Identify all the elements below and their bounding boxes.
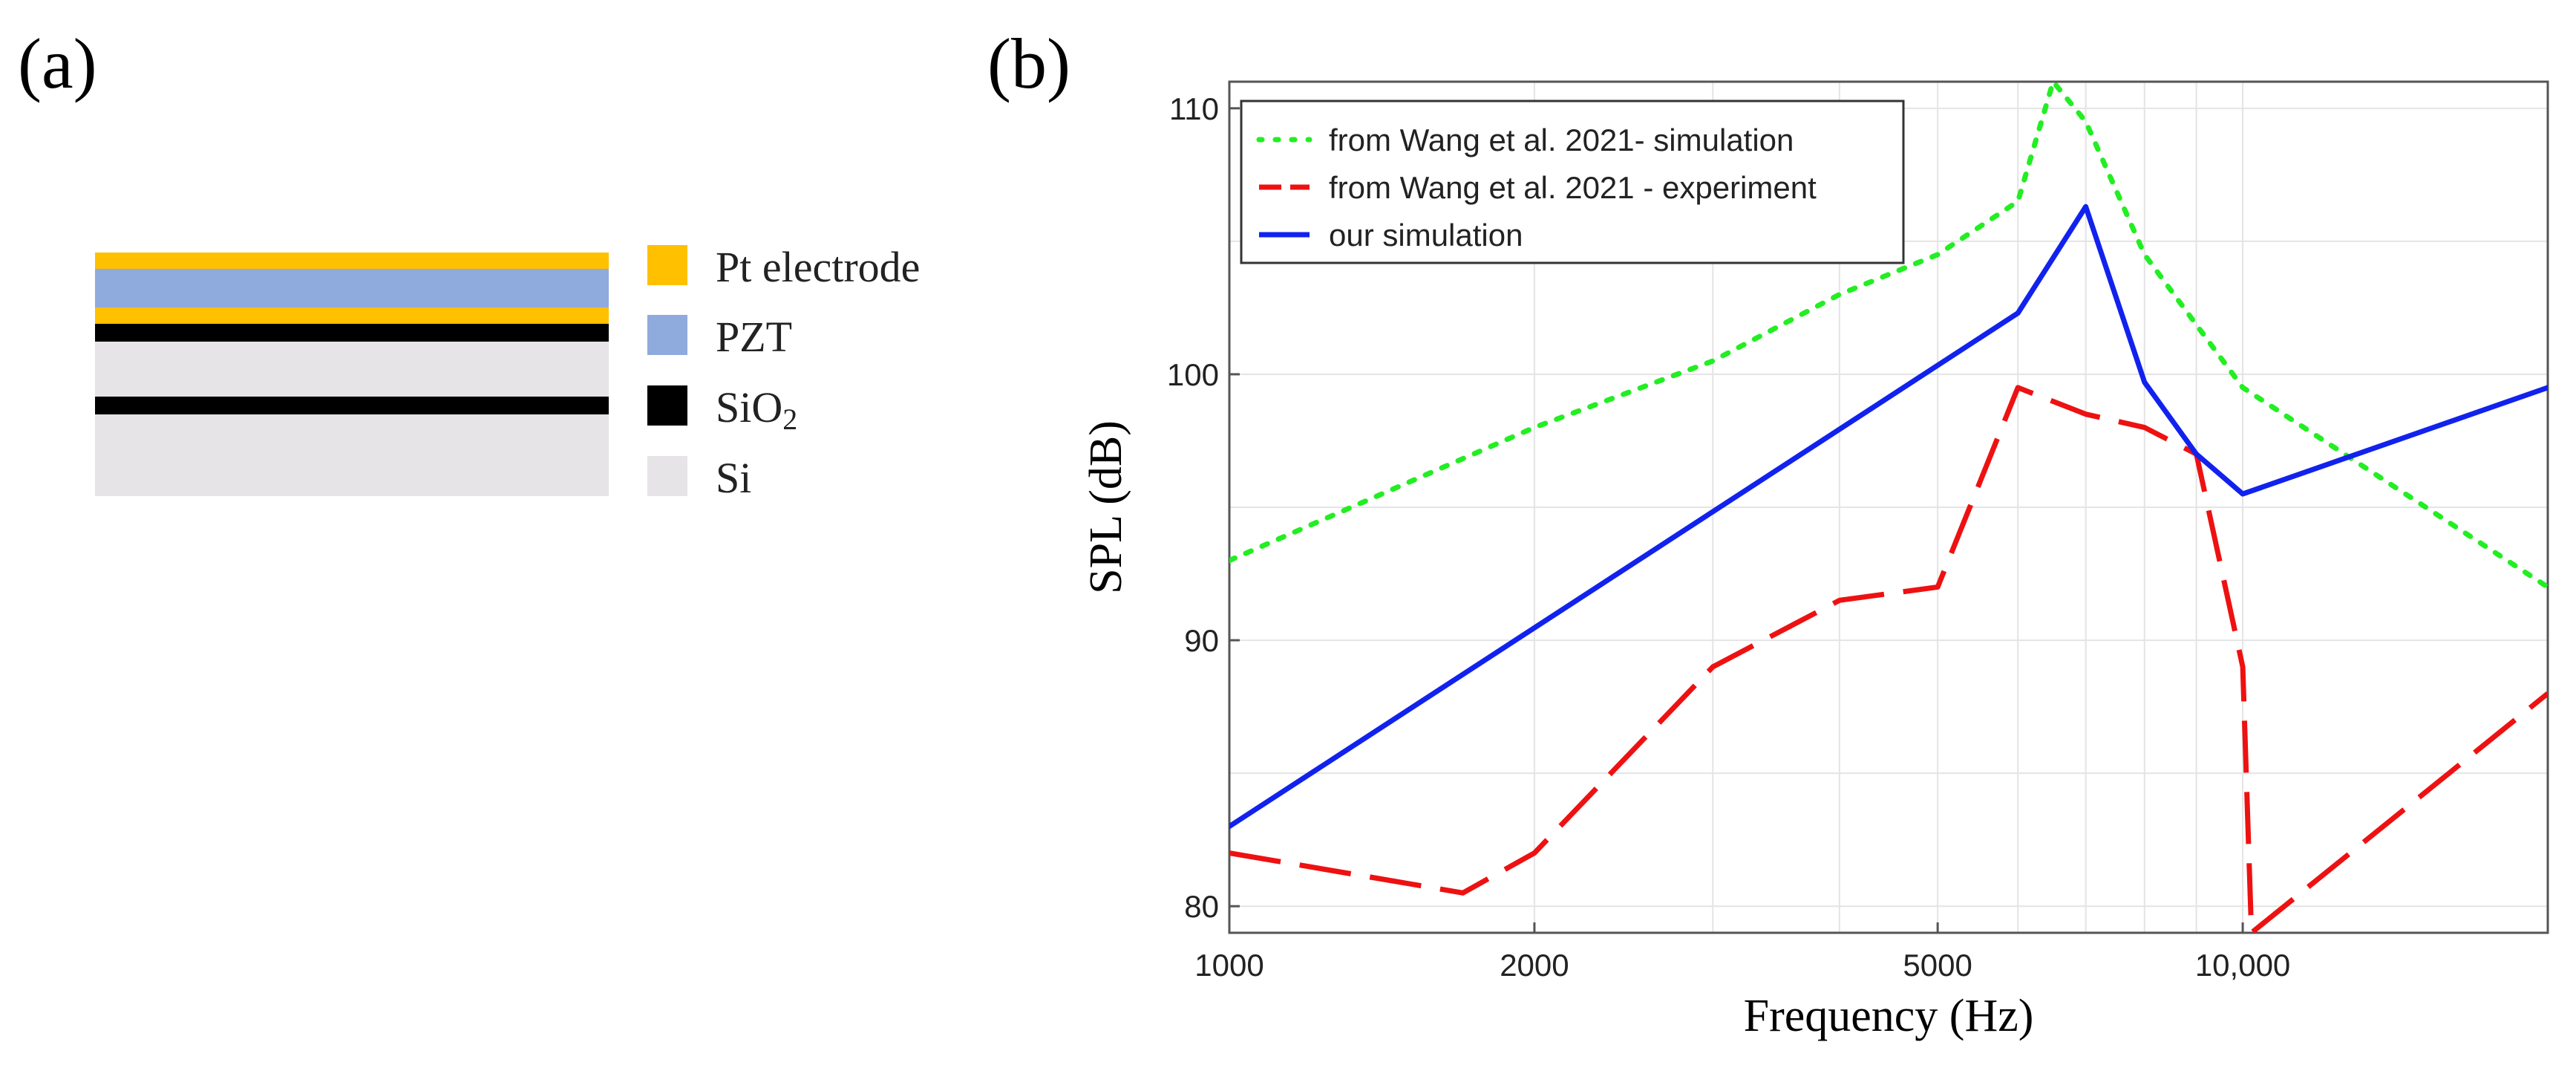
key-label-sio2-subscript: 2 — [782, 403, 797, 436]
legend-entry-our-simulation: our simulation — [1329, 218, 1523, 253]
key-label-si: Si — [716, 454, 751, 502]
x-tick-label: 10,000 — [2195, 948, 2290, 983]
legend-entry-wang-simulation: from Wang et al. 2021- simulation — [1329, 123, 1794, 157]
legend-box — [1240, 100, 1905, 264]
y-axis-title: SPL (dB) — [1081, 420, 1131, 594]
axis-ticks: 1000 2000 5000 10,000 80 90 100 110 — [1167, 91, 2290, 983]
x-tick-label: 1000 — [1194, 948, 1264, 983]
layer-si-bottom — [95, 414, 609, 496]
series-line-wang-experiment — [1229, 385, 2548, 933]
key-swatch-pzt — [647, 315, 687, 355]
series-layer — [1229, 82, 2548, 933]
y-tick-label: 100 — [1167, 357, 1219, 392]
key-swatch-sio2 — [647, 385, 687, 426]
key-swatch-pt — [647, 245, 687, 285]
panel-a-label: (a) — [18, 24, 97, 103]
layer-key: Pt electrode PZT SiO2 Si — [647, 243, 920, 502]
panel-b-label: (b) — [987, 24, 1070, 103]
x-tick-label: 2000 — [1500, 948, 1569, 983]
y-tick-label: 90 — [1184, 623, 1219, 658]
layer-sio2-bottom — [95, 397, 609, 414]
x-axis-title: Frequency (Hz) — [1744, 991, 2034, 1041]
layer-pzt — [95, 269, 609, 307]
series-line-our-simulation — [1229, 203, 2548, 830]
y-tick-label: 80 — [1184, 889, 1219, 924]
layer-sio2-top — [95, 324, 609, 342]
chart-legend: from Wang et al. 2021- simulation from W… — [1240, 100, 1905, 264]
layer-pt-top — [95, 253, 609, 269]
x-tick-label: 5000 — [1903, 948, 1972, 983]
layer-pt-bottom — [95, 307, 609, 324]
plot-frame — [1228, 80, 2549, 934]
key-label-pzt: PZT — [716, 313, 792, 361]
key-label-sio2: SiO2 — [716, 383, 797, 436]
layer-stack-diagram: Pt electrode PZT SiO2 Si — [95, 243, 920, 502]
key-swatch-si — [647, 456, 687, 496]
key-label-pt: Pt electrode — [716, 243, 920, 291]
legend-entry-wang-experiment: from Wang et al. 2021 - experiment — [1329, 170, 1817, 205]
series-line-wang-simulation — [1229, 82, 2548, 590]
y-tick-label: 110 — [1169, 91, 1219, 126]
layer-si-top — [95, 342, 609, 397]
